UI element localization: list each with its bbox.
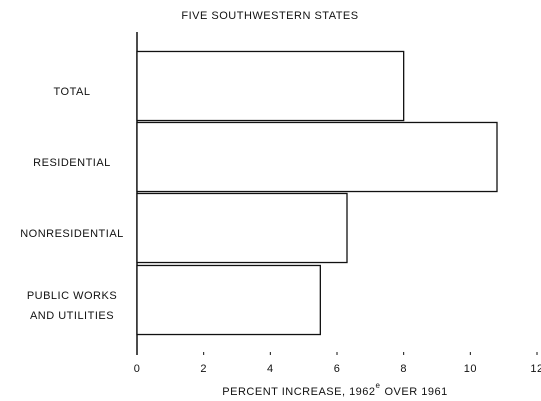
y-tick-label: RESIDENTIAL: [33, 157, 111, 169]
x-label-part: OVER 1961: [385, 386, 448, 398]
x-tick-label: 10: [464, 363, 477, 375]
x-tick-label: 0: [134, 363, 141, 375]
bar: [136, 50, 405, 122]
label-line: AND UTILITIES: [30, 310, 114, 322]
bar: [136, 192, 348, 264]
x-label-sup: e: [376, 381, 381, 390]
x-tick-label: 8: [400, 363, 407, 375]
x-tick-label: 2: [200, 363, 207, 375]
label-line: PUBLIC WORKS: [27, 290, 117, 302]
x-tick-label: 12: [530, 363, 541, 375]
bar: [136, 121, 498, 193]
x-tick-label: 6: [334, 363, 341, 375]
y-tick-label: TOTAL: [54, 86, 91, 98]
x-tick-label: 4: [267, 363, 274, 375]
bar: [136, 264, 321, 336]
y-tick-label: PUBLIC WORKS AND UTILITIES: [27, 290, 117, 322]
y-tick-label: NONRESIDENTIAL: [20, 228, 124, 240]
chart-title: FIVE SOUTHWESTERN STATES: [181, 10, 358, 22]
x-label-part: PERCENT INCREASE, 1962: [222, 386, 375, 398]
x-axis-label: PERCENT INCREASE, 1962e OVER 1961: [222, 381, 447, 398]
